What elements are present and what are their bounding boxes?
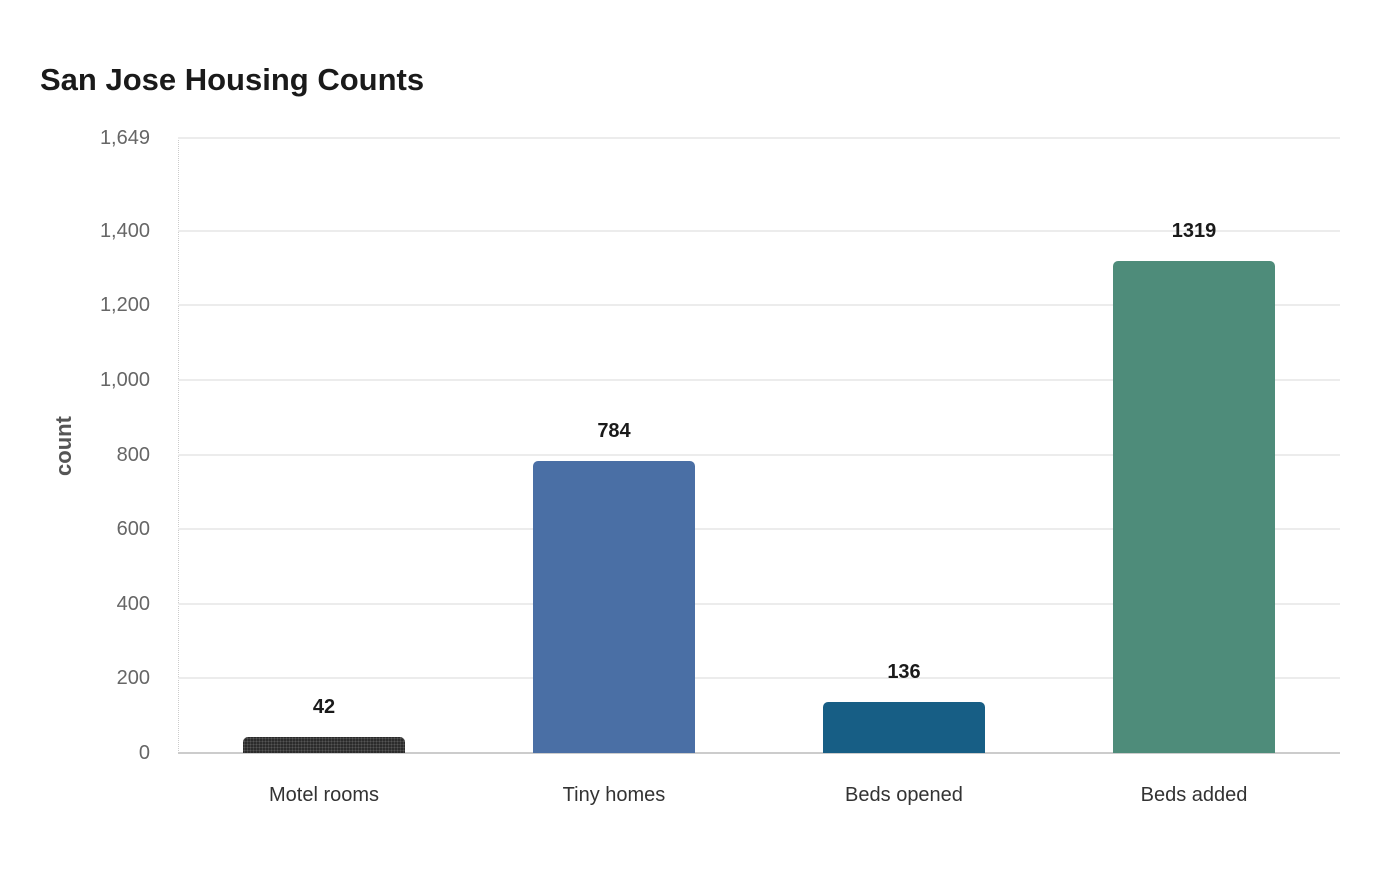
gridline [178,453,1340,456]
y-tick-label: 0 [138,742,150,764]
y-tick-label: 1,649 [99,127,150,149]
bar-beds-added[interactable] [1113,261,1275,753]
y-tick-label: 1,200 [99,294,150,317]
gridline [178,528,1340,531]
x-category-label: Beds opened [845,784,963,806]
x-axis-line [178,752,1340,754]
y-tick-label: 1,400 [99,219,150,242]
gridline [178,137,1340,139]
y-tick-label: 800 [116,443,150,466]
chart-title: San Jose Housing Counts [40,62,425,97]
y-tick-label: 200 [116,667,150,690]
x-category-label: Beds added [1140,784,1248,806]
bar-beds-opened[interactable] [823,702,985,753]
y-axis-line [178,138,179,753]
bar-value-label: 136 [887,661,921,684]
gridline [178,379,1340,382]
y-tick-label: 600 [116,518,150,541]
bar-value-label: 784 [597,419,631,442]
x-category-label: Tiny homes [562,784,666,806]
gridline [178,602,1340,605]
y-tick-label: 1,000 [99,369,150,392]
bar-value-label: 1319 [1171,220,1217,243]
gridline [178,677,1340,680]
bar-tiny-homes[interactable] [533,460,695,753]
bar-value-label: 42 [312,696,336,719]
gridline [178,229,1340,232]
bar-motel-rooms[interactable] [243,737,405,753]
y-tick-label: 400 [116,592,150,615]
gridline [178,304,1340,307]
x-category-label: Motel rooms [268,784,380,806]
